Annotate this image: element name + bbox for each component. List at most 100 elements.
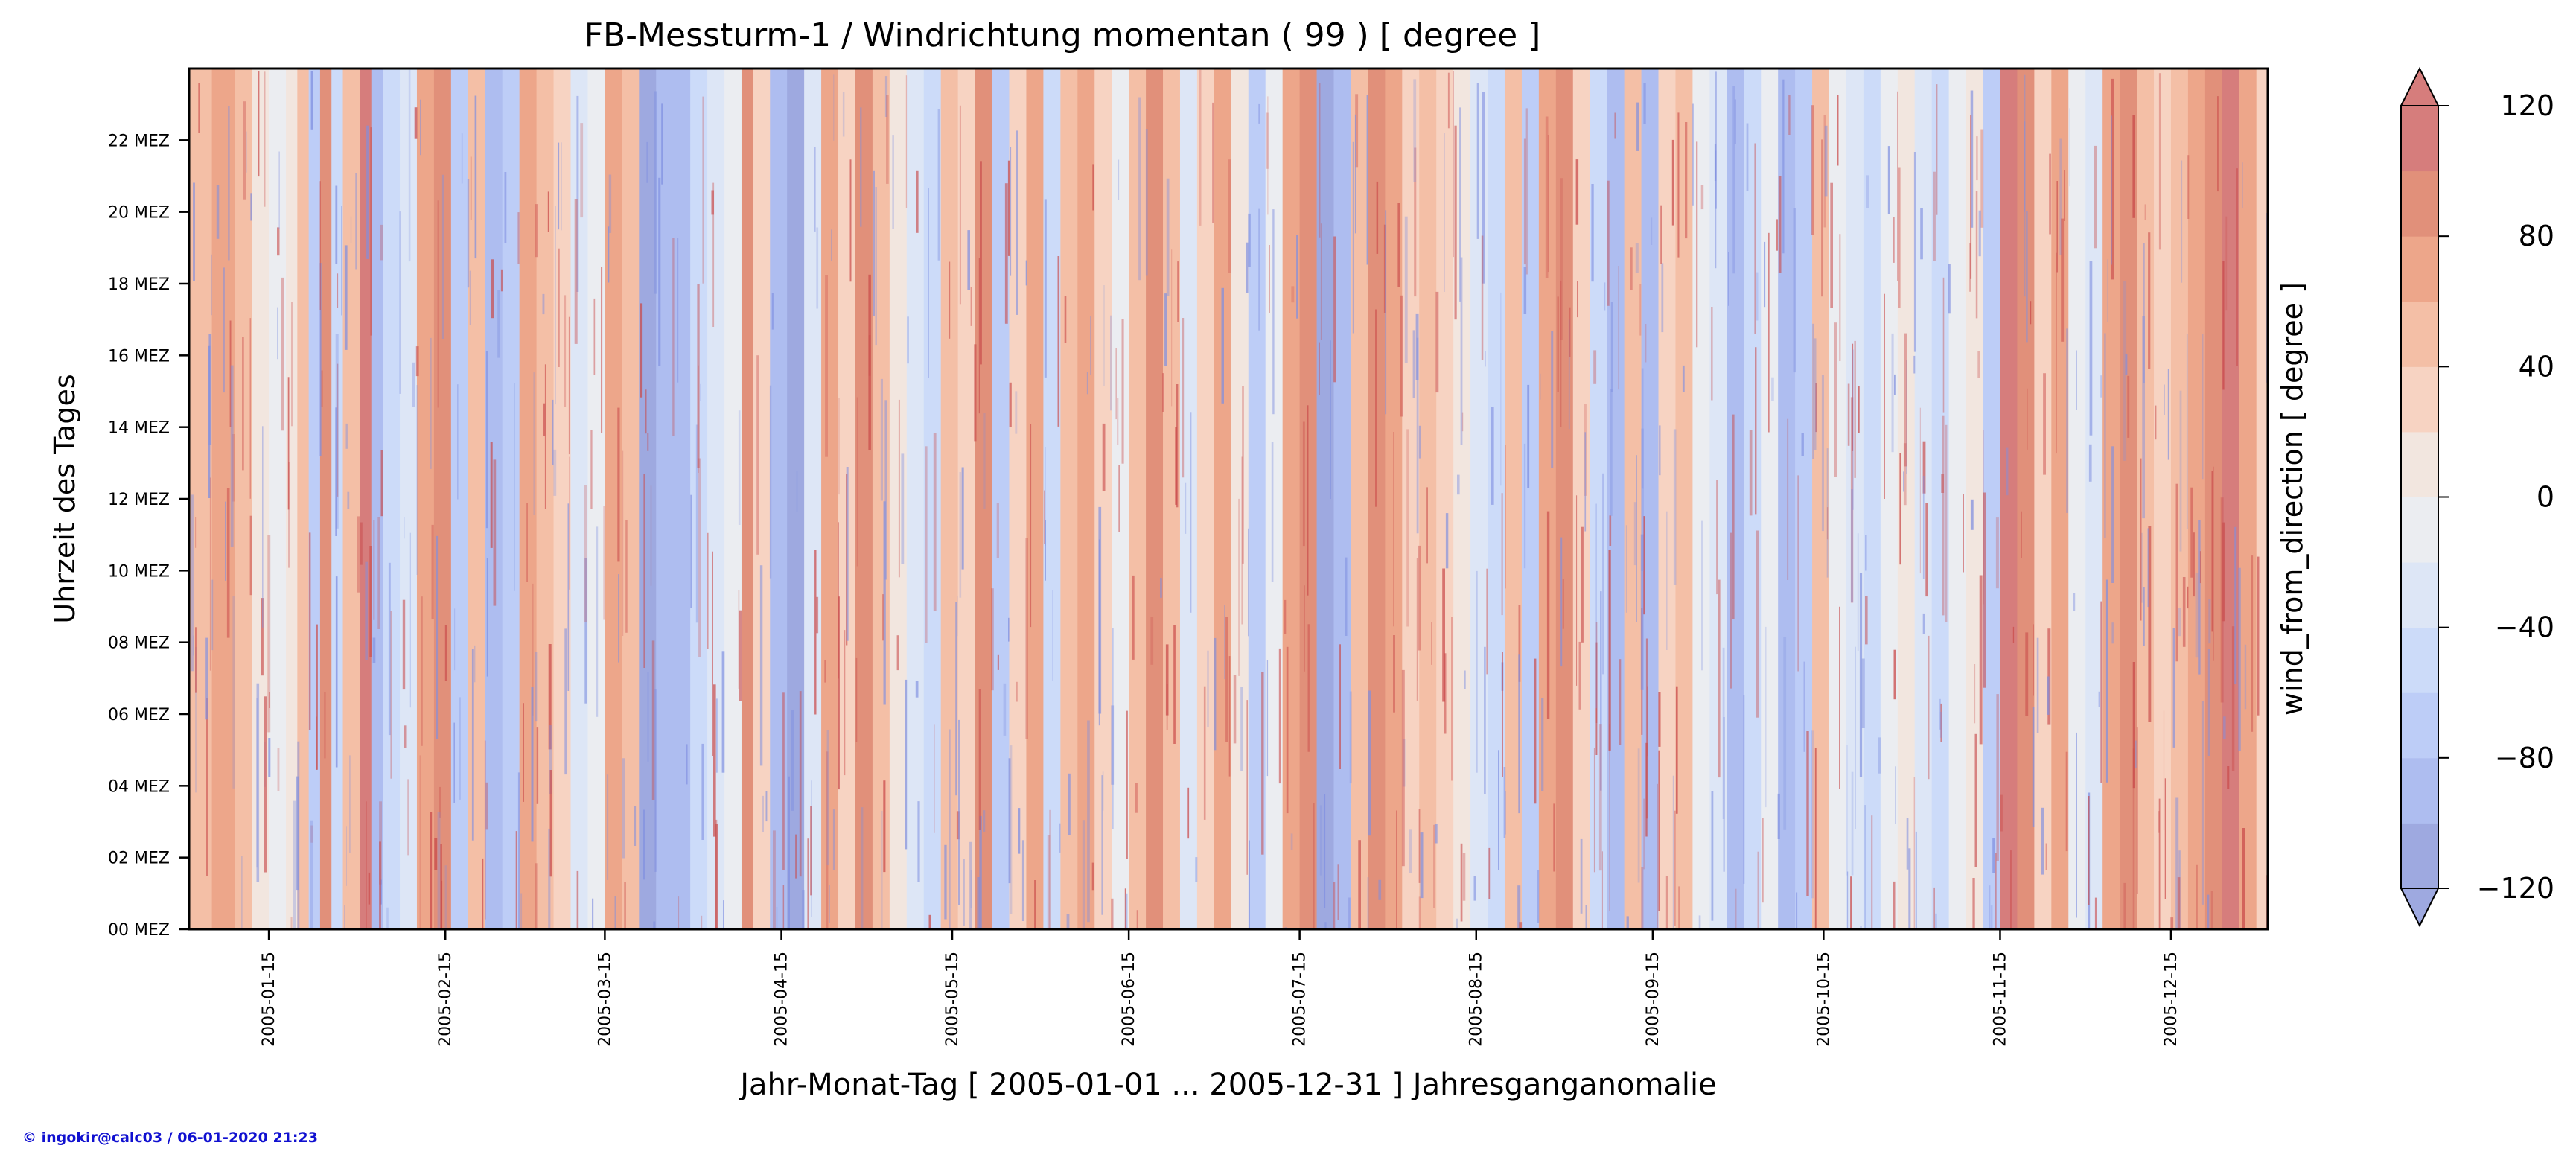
heatmap-streak: [868, 335, 871, 376]
heatmap-streak: [486, 558, 488, 677]
heatmap-streak: [1519, 922, 1523, 929]
heatmap-streak: [928, 914, 931, 929]
heatmap-streak: [2187, 586, 2189, 609]
heatmap-streak: [1418, 896, 1421, 929]
heatmap-streak: [1166, 178, 1170, 296]
heatmap-streak: [2100, 375, 2102, 398]
heatmap-streak: [229, 320, 232, 427]
colorbar-segment: [2401, 106, 2438, 172]
x-tick-label: 2005-10-15: [1814, 952, 1833, 1047]
heatmap-streak: [1433, 824, 1435, 908]
colorbar-segment: [2401, 366, 2438, 433]
heatmap-band: [1863, 69, 1881, 929]
heatmap-streak: [1626, 916, 1629, 929]
x-tick-label: 2005-06-15: [1120, 952, 1138, 1047]
heatmap-streak: [1992, 838, 1995, 873]
heatmap-streak: [344, 245, 348, 350]
heatmap-streak: [969, 841, 972, 929]
y-tick-label: 18 MEZ: [108, 275, 170, 294]
heatmap-streak: [1625, 525, 1627, 613]
heatmap-streak: [1233, 675, 1237, 744]
heatmap-streak: [1368, 690, 1371, 836]
heatmap-streak: [1806, 731, 1809, 896]
heatmap-streak: [1110, 315, 1112, 411]
heatmap-streak: [2043, 373, 2046, 475]
heatmap-streak: [193, 635, 194, 656]
heatmap-streak: [558, 142, 560, 230]
heatmap-streak: [596, 526, 599, 717]
heatmap-streak: [606, 774, 609, 880]
heatmap-streak: [569, 456, 570, 590]
heatmap-streak: [896, 635, 899, 671]
heatmap-streak: [308, 532, 311, 730]
heatmap-band: [1146, 69, 1164, 929]
heatmap-streak: [208, 334, 212, 445]
heatmap-streak: [195, 646, 197, 793]
heatmap-band: [1282, 69, 1301, 929]
colorbar-segment: [2401, 236, 2438, 302]
heatmap-streak: [844, 630, 846, 776]
heatmap-streak: [1578, 641, 1581, 710]
heatmap-streak: [1240, 687, 1243, 771]
heatmap-streak: [1619, 659, 1622, 745]
heatmap-streak: [2098, 691, 2100, 707]
heatmap-streak: [2182, 577, 2186, 647]
heatmap-streak: [977, 877, 981, 929]
colorbar-tick-label: 120: [2500, 89, 2554, 122]
heatmap-streak: [1537, 870, 1540, 923]
heatmap-streak: [2175, 483, 2178, 662]
heatmap-streak: [1444, 653, 1447, 734]
heatmap-streak: [1228, 159, 1231, 273]
heatmap-streak: [1523, 443, 1526, 569]
heatmap-streak: [2147, 528, 2149, 608]
heatmap-streak: [782, 885, 785, 929]
y-tick-label: 04 MEZ: [108, 777, 170, 796]
heatmap-streak: [1732, 86, 1735, 274]
heatmap-streak: [1645, 742, 1648, 837]
heatmap-streak: [2066, 328, 2068, 513]
heatmap-streak: [1049, 809, 1051, 929]
heatmap-streak: [1453, 71, 1454, 258]
heatmap-streak: [2186, 334, 2188, 529]
heatmap-streak: [1418, 425, 1421, 459]
heatmap-streak: [1793, 208, 1796, 373]
heatmap-band: [1846, 69, 1864, 929]
heatmap-streak: [1858, 386, 1860, 433]
heatmap-streak: [1936, 84, 1938, 215]
heatmap-streak: [1098, 539, 1100, 726]
heatmap-streak: [2187, 155, 2190, 219]
heatmap-streak: [1814, 748, 1817, 929]
heatmap-streak: [907, 316, 909, 364]
heatmap-streak: [437, 812, 441, 929]
heatmap-streak: [1290, 833, 1293, 850]
heatmap-streak: [421, 596, 423, 746]
heatmap-streak: [2123, 882, 2126, 929]
heatmap-streak: [2217, 96, 2219, 192]
colorbar-segment: [2401, 562, 2438, 628]
heatmap-streak: [535, 652, 538, 722]
heatmap-band: [2120, 69, 2137, 929]
heatmap-streak: [1355, 94, 1359, 168]
heatmap-streak: [715, 698, 718, 773]
heatmap-streak: [1903, 471, 1904, 492]
heatmap-streak: [1313, 803, 1315, 929]
colorbar-segment: [2401, 823, 2438, 889]
heatmap-streak: [1755, 347, 1757, 515]
heatmap-streak: [2190, 487, 2193, 578]
heatmap-streak: [1225, 617, 1228, 742]
heatmap-streak: [2242, 828, 2245, 929]
heatmap-streak: [1974, 733, 1977, 867]
heatmap-streak: [701, 915, 703, 929]
heatmap-streak: [324, 692, 326, 759]
heatmap-streak: [1101, 775, 1103, 915]
heatmap-streak: [2045, 843, 2047, 870]
heatmap-streak: [759, 565, 763, 766]
heatmap-streak: [1859, 573, 1863, 777]
heatmap-streak: [1242, 386, 1244, 564]
heatmap-streak: [2127, 375, 2130, 438]
heatmap-streak: [983, 413, 986, 509]
heatmap-streak: [264, 696, 267, 873]
heatmap-streak: [256, 683, 260, 882]
heatmap-streak: [1824, 125, 1828, 197]
heatmap-streak: [765, 791, 768, 822]
